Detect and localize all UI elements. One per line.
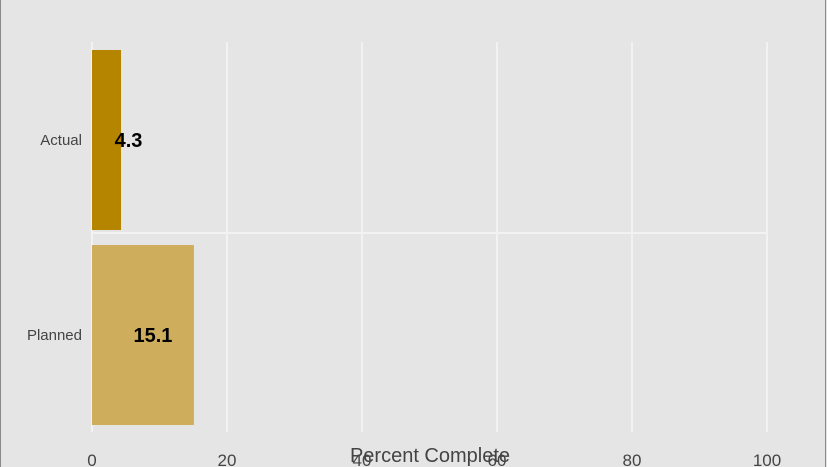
bar-planned	[92, 245, 194, 425]
category-labels: Actual Planned	[27, 132, 82, 344]
x-tick-labels: 0 20 40 60 80 100	[87, 451, 781, 467]
x-tick-label: 20	[218, 451, 237, 467]
x-tick-label: 100	[753, 451, 781, 467]
category-label-actual: Actual	[40, 132, 82, 149]
category-label-planned: Planned	[27, 327, 82, 344]
data-label-planned: 15.1	[133, 325, 172, 347]
bars: 4.3 15.1	[92, 50, 194, 425]
x-tick-label: 40	[353, 451, 372, 467]
data-label-actual: 4.3	[115, 130, 143, 152]
x-tick-label: 80	[623, 451, 642, 467]
bar-actual	[92, 50, 122, 230]
grid-lines	[91, 42, 768, 432]
x-tick-label: 0	[87, 451, 96, 467]
x-axis-title: Percent Complete	[350, 445, 510, 467]
x-tick-label: 60	[488, 451, 507, 467]
